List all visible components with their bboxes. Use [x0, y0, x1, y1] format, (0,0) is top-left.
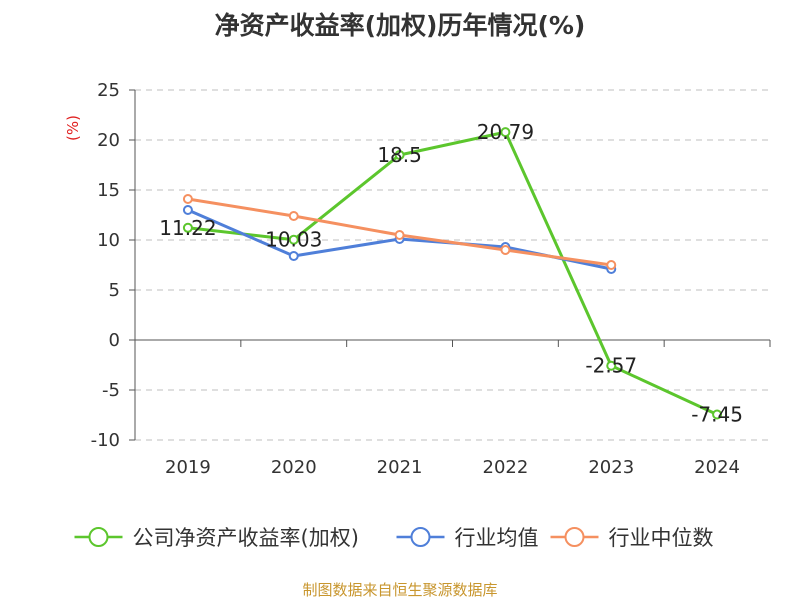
- data-point: [606, 260, 617, 270]
- y-tick-label: -10: [91, 430, 120, 451]
- source-note: 制图数据来自恒生聚源数据库: [302, 581, 497, 599]
- x-tick-label: 2024: [694, 457, 740, 478]
- data-point: [182, 205, 193, 215]
- data-point: [712, 409, 723, 420]
- y-tick-label: 20: [97, 130, 120, 151]
- data-point: [182, 222, 193, 233]
- data-label: -7.45: [691, 403, 743, 427]
- series-0: [182, 127, 723, 420]
- x-tick-label: 2023: [588, 457, 634, 478]
- x-tick-label: 2019: [165, 457, 211, 478]
- data-label: 18.5: [377, 143, 422, 167]
- legend-item-0[interactable]: 公司净资产收益率(加权): [74, 526, 359, 550]
- series-2: [182, 194, 617, 270]
- data-point: [182, 194, 193, 204]
- data-point: [500, 245, 511, 255]
- x-tick-label: 2021: [377, 457, 423, 478]
- data-label: 11.22: [159, 216, 216, 240]
- series-lines: [182, 127, 723, 420]
- legend-marker-icon: [564, 527, 585, 547]
- axes: 25 20 15 10 5 0 -5 -10 2019 2020 2021 2022 2023 2024: [91, 80, 771, 478]
- data-point: [606, 360, 617, 371]
- series-line: [187, 130, 718, 416]
- legend-item-1[interactable]: 行业均值: [396, 526, 539, 550]
- data-label: 10.03: [265, 228, 322, 252]
- legend-item-2[interactable]: 行业中位数: [550, 526, 714, 550]
- legend-label: 行业中位数: [609, 526, 714, 550]
- data-point: [288, 234, 299, 245]
- y-tick-label: 15: [97, 180, 120, 201]
- y-axis-unit-label: (%): [64, 115, 82, 141]
- data-point: [394, 150, 405, 160]
- chart-title: 净资产收益率(加权)历年情况(%): [215, 11, 586, 40]
- y-tick-label: 25: [97, 80, 120, 101]
- legend-marker-icon: [410, 527, 431, 547]
- data-point: [288, 251, 299, 261]
- data-point: [500, 127, 511, 138]
- data-labels: 11.22 10.03 18.5 20.79 -2.57 -7.45: [159, 120, 743, 426]
- x-tick-label: 2022: [483, 457, 529, 478]
- x-tick-label: 2020: [271, 457, 317, 478]
- y-tick-label: 0: [109, 330, 120, 351]
- data-point: [288, 211, 299, 221]
- data-label: 20.79: [477, 120, 534, 144]
- legend-marker-icon: [88, 527, 109, 547]
- y-tick-label: 5: [109, 280, 120, 301]
- data-label: -2.57: [585, 354, 637, 378]
- y-tick-label: 10: [97, 230, 120, 251]
- legend[interactable]: 公司净资产收益率(加权) 行业均值 行业中位数: [74, 526, 714, 550]
- data-point: [394, 230, 405, 240]
- legend-label: 行业均值: [455, 526, 539, 550]
- legend-label: 公司净资产收益率(加权): [133, 526, 359, 550]
- y-tick-label: -5: [102, 380, 120, 401]
